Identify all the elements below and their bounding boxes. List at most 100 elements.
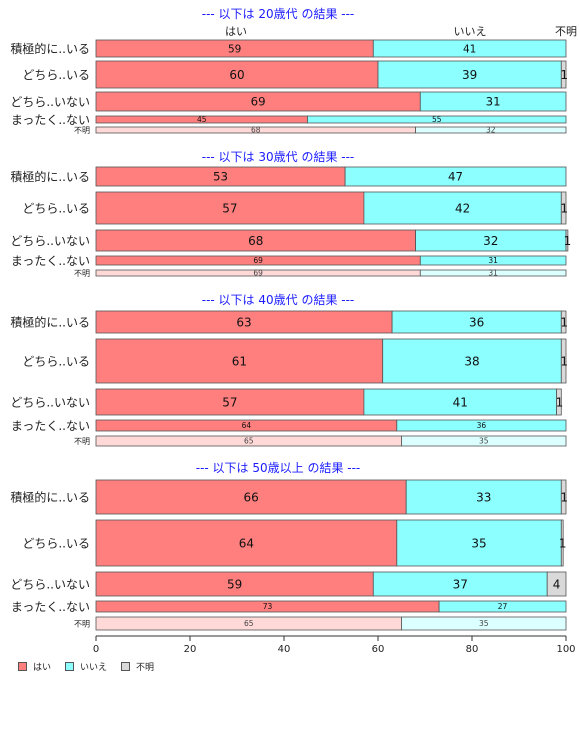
bar-segment-3-3-1 [438, 600, 567, 613]
row-label-0-0: 積極的に..いる [10, 41, 90, 56]
data-label-2-3-0: 64 [242, 421, 252, 430]
data-label-2-4-0: 65 [244, 437, 254, 446]
data-label-0-3-1: 55 [432, 115, 442, 124]
data-label-2-4-1: 35 [479, 437, 489, 446]
row-label-0-1: どちら..いる [22, 68, 90, 82]
data-label-3-2-1: 37 [453, 577, 468, 591]
data-label-1-3-0: 69 [253, 256, 263, 265]
data-label-3-0-0: 66 [243, 490, 258, 504]
legend-swatch-yes [18, 662, 27, 671]
row-label-2-2: どちら..いない [10, 396, 90, 410]
data-label-3-4-1: 35 [479, 619, 489, 628]
data-label-3-2-0: 59 [227, 577, 242, 591]
data-label-2-0-0: 63 [236, 315, 251, 329]
top-label-2: 不明 [555, 25, 577, 38]
row-label-1-3: まったく..ない [11, 254, 90, 268]
data-label-0-4-1: 32 [486, 126, 496, 135]
data-label-3-0-1: 33 [476, 490, 491, 504]
bar-segment-1-1-2 [560, 191, 567, 225]
row-label-1-2: どちら..いない [10, 234, 90, 248]
data-label-1-4-0: 69 [253, 269, 263, 278]
x-tick-label-2: 40 [278, 644, 291, 655]
data-label-0-0-0: 59 [228, 43, 241, 55]
data-label-1-2-1: 32 [483, 234, 498, 248]
x-tick-label-4: 80 [466, 644, 479, 655]
row-label-1-1: どちら..いる [22, 202, 90, 216]
bar-segment-3-4-1 [401, 616, 567, 631]
legend-item-no: いいえ [65, 660, 107, 673]
bar-segment-2-2-2 [556, 388, 562, 416]
bar-segment-0-1-0 [95, 60, 379, 89]
data-label-1-1-2: 1 [560, 201, 568, 215]
bar-segment-3-2-0 [95, 571, 374, 597]
data-label-1-4-1: 31 [488, 269, 498, 278]
panel-title-3: --- 以下は 50歳以上 の結果 --- [196, 461, 361, 475]
row-label-2-0: 積極的に..いる [10, 315, 90, 330]
top-label-1: いいえ [454, 25, 487, 38]
data-label-1-3-1: 31 [488, 256, 498, 265]
bar-segment-0-0-1 [372, 39, 567, 58]
bar-segment-2-0-2 [560, 310, 567, 334]
x-tick-label-5: 100 [556, 644, 575, 655]
bar-segment-0-1-2 [560, 60, 567, 89]
bar-segment-2-2-1 [363, 388, 557, 416]
data-label-2-0-2: 1 [560, 315, 568, 329]
bar-segment-3-2-2 [546, 571, 567, 597]
x-tick-label-1: 20 [184, 644, 197, 655]
bar-segment-1-4-1 [419, 269, 567, 277]
data-label-1-2-0: 68 [248, 234, 263, 248]
row-label-3-1: どちら..いる [22, 537, 90, 551]
panel-title-1: --- 以下は 30歳代 の結果 --- [202, 150, 355, 164]
data-label-2-2-1: 41 [453, 395, 468, 409]
legend-label-no: いいえ [80, 663, 108, 673]
data-label-1-0-0: 53 [213, 170, 228, 184]
bar-segment-0-3-1 [307, 115, 567, 124]
data-label-3-1-1: 35 [471, 536, 486, 550]
data-label-0-4-0: 68 [251, 126, 261, 135]
data-label-3-1-2: 1 [559, 536, 567, 550]
row-label-1-0: 積極的に..いる [10, 169, 90, 184]
row-label-0-2: どちら..いない [10, 95, 90, 109]
legend-label-unknown: 不明 [136, 663, 155, 673]
data-label-2-1-1: 38 [464, 354, 479, 368]
data-label-3-2-2: 4 [553, 577, 561, 591]
data-label-2-1-0: 61 [232, 354, 247, 368]
row-label-0-4: 不明 [74, 126, 90, 135]
x-tick-label-0: 0 [93, 644, 99, 655]
data-label-1-0-1: 47 [448, 170, 463, 184]
data-label-0-2-1: 31 [486, 95, 501, 109]
bar-segment-2-2-0 [95, 388, 365, 416]
data-label-3-0-2: 1 [560, 490, 568, 504]
data-label-1-2-2: 1 [564, 234, 572, 248]
data-label-0-0-1: 41 [463, 43, 476, 55]
row-label-0-3: まったく..ない [11, 113, 90, 127]
legend-item-yes: はい [18, 660, 51, 673]
bar-segment-1-1-0 [95, 191, 365, 225]
row-label-3-3: まったく..ない [11, 600, 90, 614]
data-label-2-2-0: 57 [222, 395, 237, 409]
data-label-0-1-2: 1 [560, 68, 568, 82]
row-label-3-2: どちら..いない [10, 578, 90, 592]
bar-segment-1-2-2 [565, 229, 569, 252]
bar-segment-3-1-1 [396, 519, 562, 567]
panel-title-0: --- 以下は 20歳代 の結果 --- [202, 7, 355, 21]
bar-segment-1-3-1 [419, 255, 567, 266]
data-label-0-1-0: 60 [229, 68, 244, 82]
bar-segment-2-3-1 [396, 419, 567, 432]
data-label-0-2-0: 69 [251, 95, 266, 109]
panel-title-2: --- 以下は 40歳代 の結果 --- [202, 293, 355, 307]
data-label-2-1-2: 1 [560, 354, 568, 368]
row-label-2-3: まったく..ない [11, 419, 90, 433]
data-label-2-0-1: 36 [469, 315, 484, 329]
bar-segment-2-1-1 [382, 338, 562, 384]
bar-segment-3-0-1 [405, 479, 562, 515]
bar-segment-1-0-1 [344, 166, 567, 187]
top-label-0: はい [225, 25, 247, 38]
data-label-3-3-0: 73 [263, 602, 273, 611]
data-label-2-2-2: 1 [556, 395, 564, 409]
row-label-1-4: 不明 [74, 269, 90, 278]
legend-label-yes: はい [33, 663, 52, 673]
data-label-3-4-0: 65 [244, 619, 254, 628]
bar-segment-3-0-0 [95, 479, 407, 515]
